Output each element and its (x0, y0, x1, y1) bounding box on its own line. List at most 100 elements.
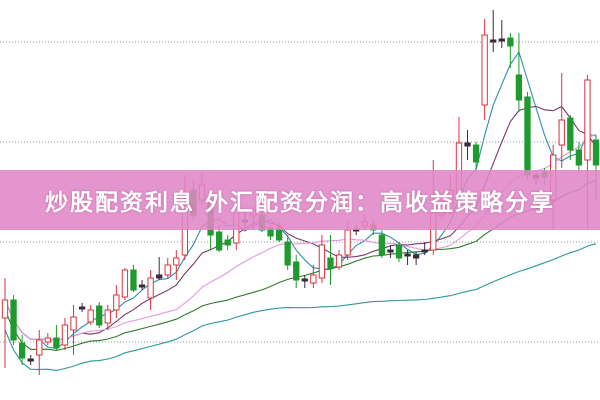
candle (507, 33, 514, 68)
candle-body (284, 241, 291, 266)
candle (293, 255, 300, 288)
banner-title: 炒股配资利息 外汇配资分润：高收益策略分享 (44, 190, 555, 216)
candle-body (44, 337, 51, 343)
candle-body (524, 96, 531, 176)
candle-body (592, 139, 600, 166)
candle (10, 295, 17, 345)
candle-body (104, 309, 111, 324)
candle-body (515, 74, 523, 101)
candle-body (10, 299, 17, 341)
candle-body (1, 299, 9, 319)
gridlines (0, 41, 600, 343)
candle-body (412, 254, 420, 259)
candle-body (567, 117, 574, 151)
candle-body (113, 294, 120, 311)
candle (481, 19, 488, 120)
candle (421, 242, 428, 255)
candle-body (173, 257, 180, 266)
candle-body (421, 249, 428, 253)
title-banner: 炒股配资利息 外汇配资分润：高收益策略分享 (0, 170, 600, 230)
candle-body (335, 254, 343, 268)
candle-body (344, 229, 351, 256)
candle (224, 235, 231, 250)
candle (53, 325, 60, 350)
candle-body (558, 119, 565, 146)
candle-body (301, 278, 308, 282)
candle (515, 33, 523, 112)
candle (104, 305, 111, 330)
candle (498, 20, 505, 48)
candle (121, 268, 129, 300)
candle (156, 257, 163, 280)
candle-body (96, 305, 103, 326)
candle (27, 355, 34, 365)
candle-body (138, 284, 146, 288)
candle (113, 285, 120, 318)
candle (327, 235, 334, 285)
candle-body (481, 34, 488, 106)
candle-body (310, 274, 317, 284)
candle-body (61, 324, 69, 346)
candle (558, 73, 565, 168)
candle (310, 265, 317, 288)
candle-body (387, 249, 394, 253)
candle-body (224, 239, 231, 246)
candle (130, 265, 137, 292)
candle (575, 142, 583, 172)
candle (472, 142, 480, 170)
candle (147, 270, 154, 310)
candle (567, 115, 574, 160)
candle (44, 333, 51, 345)
candle (301, 275, 308, 288)
candle (464, 130, 471, 160)
candle-body (327, 257, 334, 269)
candle (164, 258, 171, 278)
candle (138, 280, 146, 290)
candle-body (584, 79, 591, 161)
candle (524, 92, 531, 180)
candle (318, 235, 326, 283)
ma-line (4, 133, 597, 341)
candle (78, 303, 86, 312)
candle (173, 250, 180, 280)
candle-body (70, 316, 77, 331)
candle-body (27, 358, 34, 362)
candle-body (318, 244, 326, 279)
candle (87, 305, 94, 325)
candle-body (130, 269, 137, 291)
candle-body (87, 309, 94, 323)
candle (490, 10, 497, 52)
candle-body (121, 269, 129, 298)
candle-body (472, 144, 480, 163)
candle (284, 235, 291, 270)
candle (1, 278, 9, 368)
candle-body (498, 38, 505, 42)
ma-line (4, 243, 597, 371)
candle-body (36, 339, 43, 356)
candle (18, 335, 26, 365)
candle-body (156, 274, 163, 279)
candle (36, 330, 43, 375)
candle-body (575, 149, 583, 166)
candle-body (404, 253, 411, 257)
candle-body (293, 261, 300, 281)
candle (96, 302, 103, 328)
candle (387, 245, 394, 258)
candle-body (147, 277, 154, 299)
candle (395, 242, 403, 262)
candle (61, 318, 69, 350)
candle-body (378, 234, 386, 256)
candle-body (464, 142, 471, 147)
candle-body (18, 342, 26, 359)
candle (412, 252, 420, 265)
candle-body (78, 306, 86, 310)
candle (378, 230, 386, 258)
candle-body (164, 264, 171, 276)
candle-body (490, 39, 497, 43)
candle (404, 250, 411, 265)
candle-body (507, 37, 514, 47)
candle-body (215, 231, 223, 251)
candle-body (395, 244, 403, 259)
candle-body (53, 337, 60, 349)
